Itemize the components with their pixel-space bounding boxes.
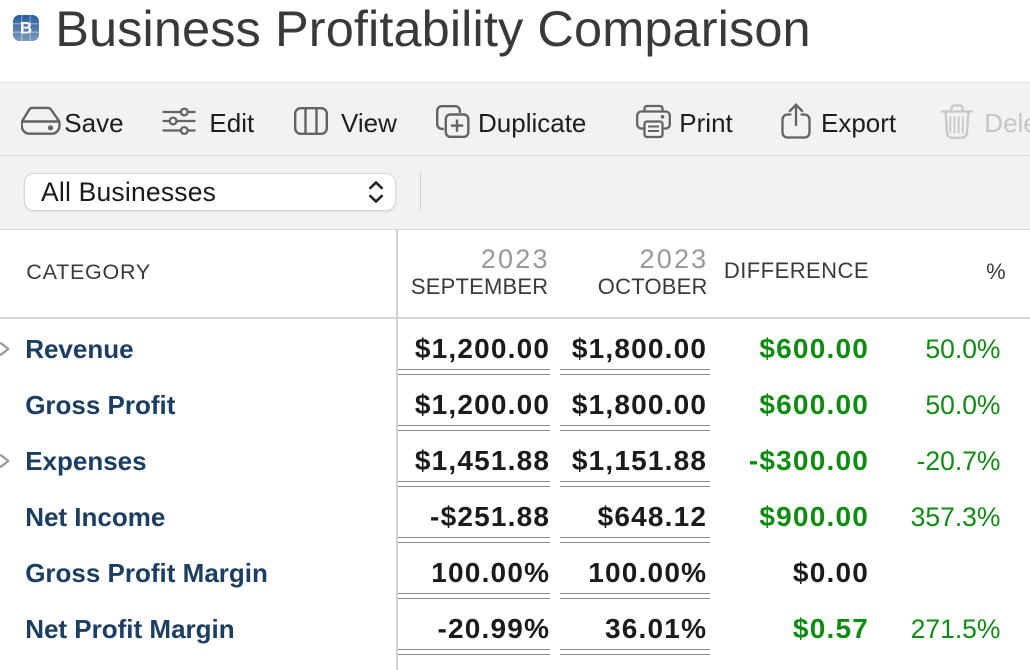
- svg-text:B: B: [20, 19, 32, 38]
